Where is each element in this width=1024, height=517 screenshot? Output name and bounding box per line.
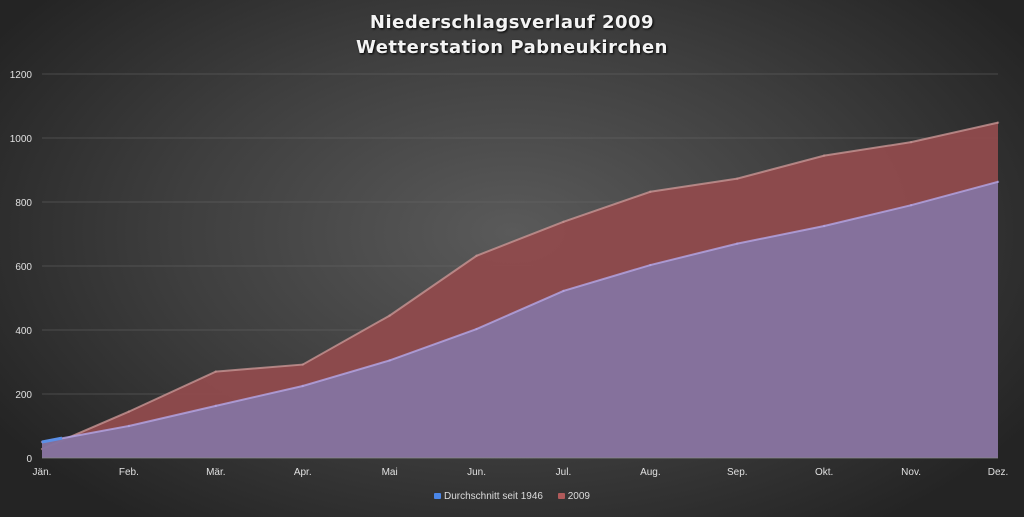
data-point [822, 154, 826, 157]
data-point [822, 224, 826, 228]
data-point [909, 140, 913, 144]
chart-subtitle: Wetterstation Pabneukirchen [355, 37, 668, 58]
data-point [649, 263, 652, 267]
chart-legend: Durchschnitt seit 1946 2009 [0, 491, 1024, 502]
data-point [301, 363, 304, 366]
x-tick-label: Nov. [901, 467, 921, 478]
x-tick-label: Jän. [33, 467, 52, 478]
x-tick-label: Feb. [119, 467, 139, 478]
data-point [475, 327, 478, 331]
data-point [562, 289, 565, 293]
data-point [649, 190, 652, 193]
data-point [475, 254, 478, 257]
chart-title-block: Niederschlagsverlauf 2009 Wetterstation … [0, 10, 1024, 60]
x-tick-label: Apr. [294, 467, 312, 478]
series-line-durchschnitt-seit-1946 [41, 180, 999, 443]
y-tick-label: 0 [26, 454, 32, 465]
y-tick-label: 1000 [10, 134, 33, 145]
legend-label-average: Durchschnitt seit 1946 [444, 491, 543, 502]
data-point [562, 220, 565, 224]
data-point [214, 370, 218, 373]
data-point [127, 410, 131, 413]
y-tick-label: 800 [15, 198, 32, 209]
data-point [388, 359, 391, 362]
data-point [736, 177, 739, 180]
series-start-marker [41, 436, 63, 444]
data-point [127, 424, 131, 428]
x-tick-label: Jun. [467, 467, 486, 478]
x-tick-label: Aug. [640, 467, 661, 478]
data-point [909, 204, 913, 207]
x-tick-label: Mär. [206, 467, 225, 478]
data-point [301, 384, 304, 388]
y-tick-label: 600 [15, 262, 32, 273]
y-tick-label: 200 [15, 390, 32, 401]
series-area-durchschnitt-seit-1946 [42, 181, 998, 458]
legend-item-average: Durchschnitt seit 1946 [434, 491, 543, 502]
x-tick-label: Okt. [815, 467, 833, 478]
x-tick-label: Mai [382, 467, 398, 478]
data-point [388, 314, 391, 317]
y-tick-label: 400 [15, 326, 32, 337]
series-line-2009 [41, 121, 999, 450]
data-point [736, 242, 739, 245]
x-tick-label: Sep. [727, 467, 748, 478]
data-point [996, 121, 1000, 124]
x-tick-label: Jul. [556, 467, 572, 478]
legend-swatch-2009 [557, 493, 565, 500]
legend-swatch-average [434, 493, 441, 500]
data-point [996, 180, 1000, 184]
data-point [214, 404, 218, 408]
legend-item-2009: 2009 [557, 491, 590, 502]
x-tick-label: Dez. [988, 467, 1009, 478]
legend-label-2009: 2009 [567, 491, 590, 502]
y-tick-label: 1200 [10, 70, 33, 81]
chart-title: Niederschlagsverlauf 2009 [369, 12, 655, 33]
